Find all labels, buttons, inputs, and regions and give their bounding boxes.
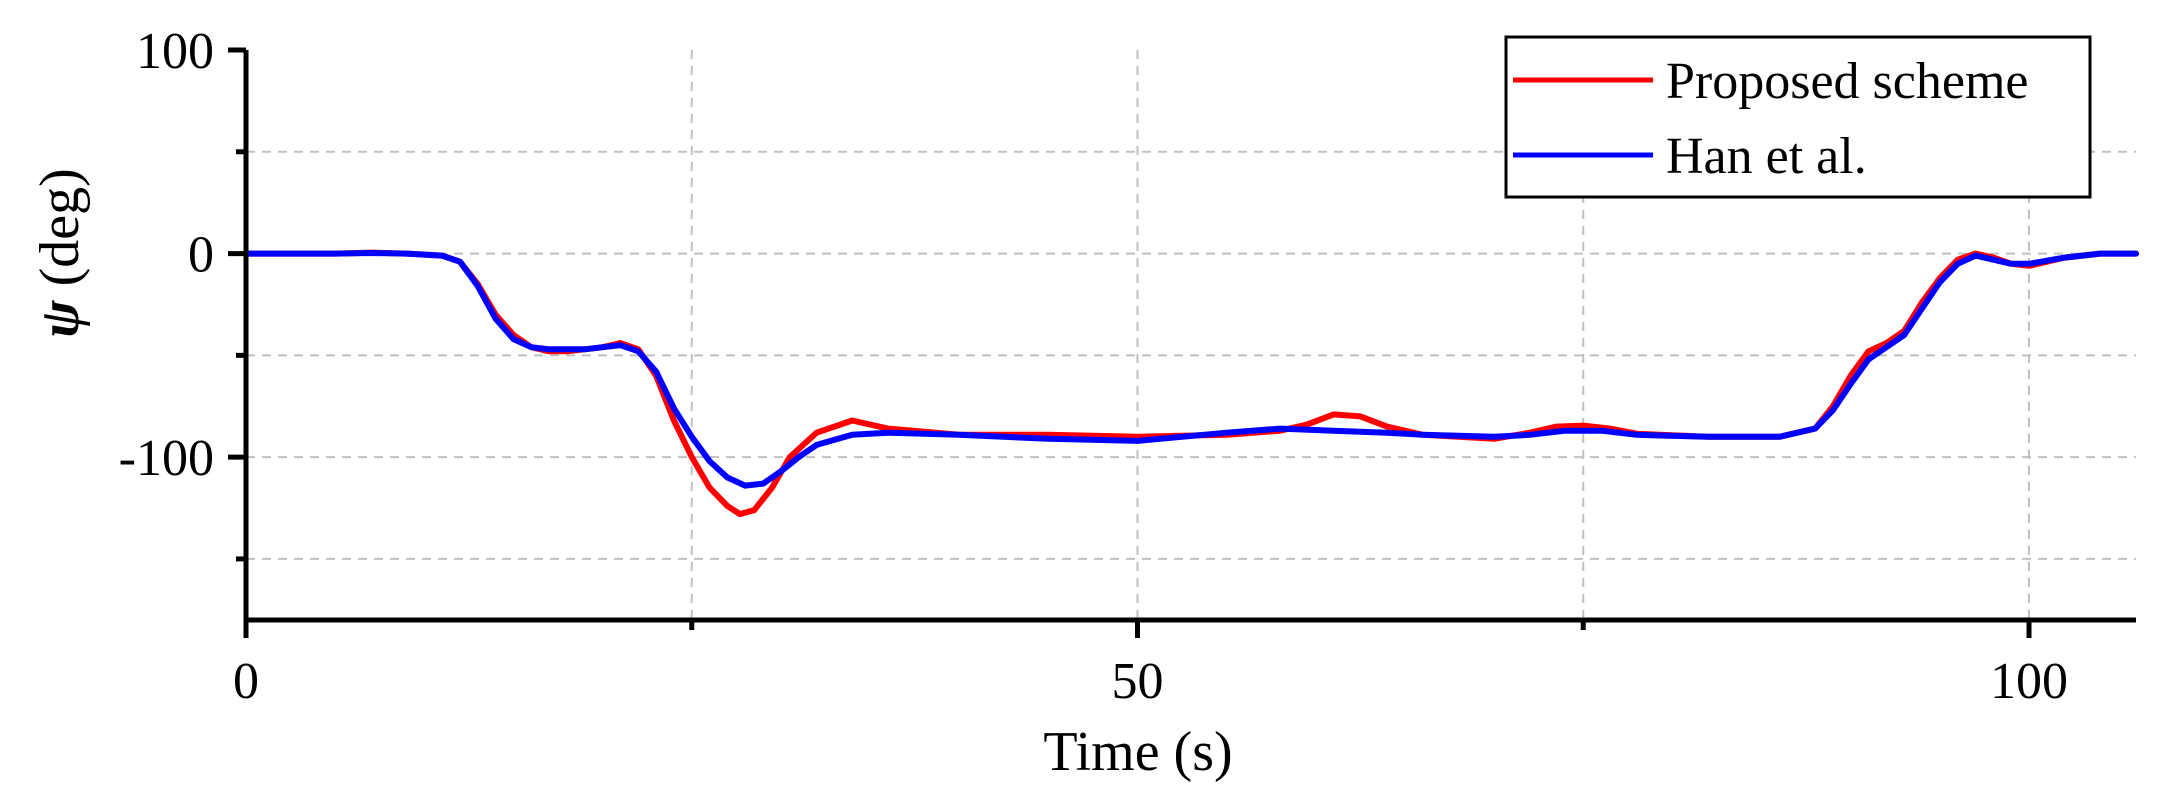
y-axis-unit: (deg)	[29, 168, 91, 300]
x-axis-title: Time (s)	[1043, 721, 1232, 783]
series-lines	[243, 249, 2139, 518]
series-line-1	[243, 250, 2139, 489]
x-tick-label: 0	[233, 653, 259, 710]
y-tick-label: -100	[119, 430, 214, 487]
x-tick-label: 50	[1112, 653, 1164, 710]
axes	[228, 47, 2136, 638]
y-tick-label: 0	[188, 227, 214, 284]
x-tick-label: 100	[1990, 653, 2068, 710]
legend-box	[1504, 35, 2092, 199]
y-axis-title: ψ (deg)	[29, 168, 91, 338]
y-tick-label: 100	[136, 23, 214, 80]
tick-labels: 0 50 100 100 0 -100	[119, 23, 2068, 710]
legend-label-proposed: Proposed scheme	[1666, 53, 2028, 110]
legend-label-han: Han et al.	[1666, 128, 1867, 185]
y-axis-symbol: ψ	[29, 300, 91, 338]
legend: Proposed scheme Han et al.	[1504, 35, 2092, 199]
